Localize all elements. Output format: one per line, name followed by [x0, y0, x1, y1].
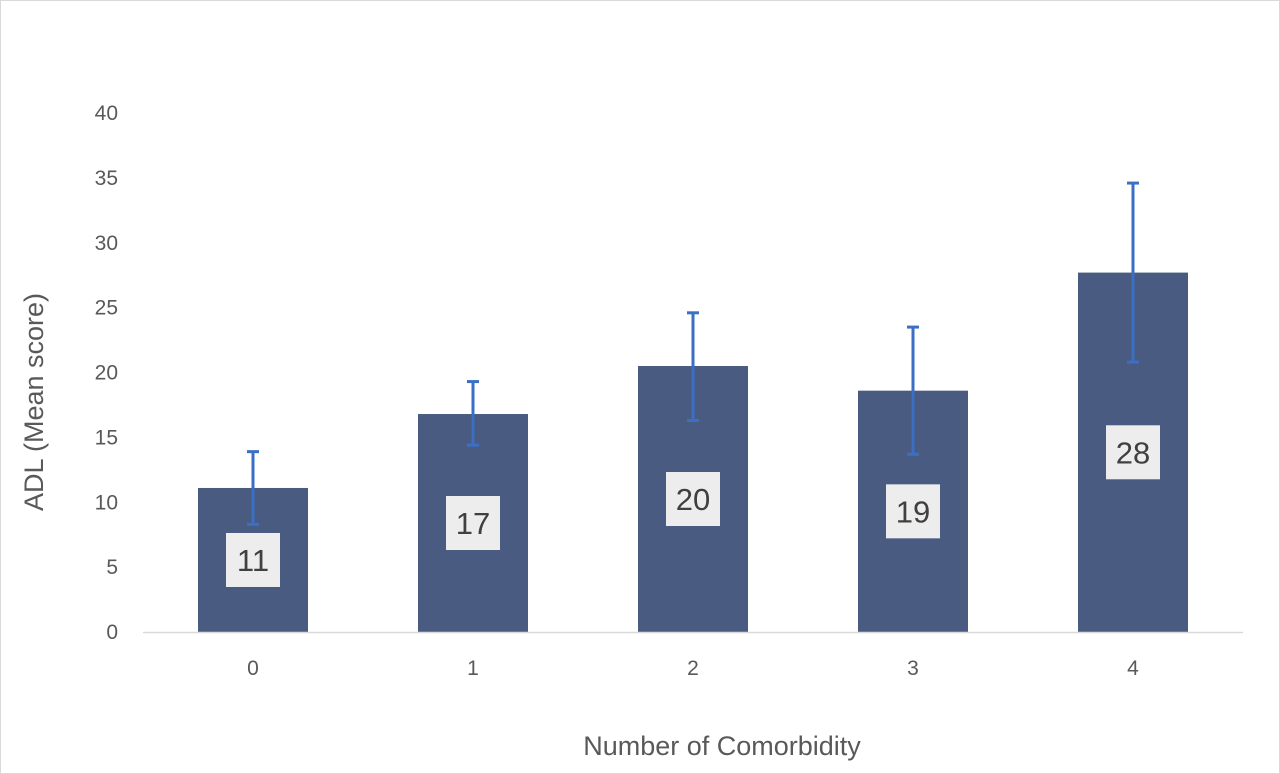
x-tick-label: 4: [1127, 657, 1139, 680]
x-axis-title: Number of Comorbidity: [583, 731, 861, 761]
x-tick-label: 3: [907, 657, 919, 680]
data-label-value: 19: [896, 494, 930, 529]
data-label-box: [446, 496, 500, 551]
error-bar: [1127, 181, 1139, 364]
y-tick-label: 40: [95, 102, 118, 125]
y-tick-label: 30: [95, 232, 118, 255]
x-axis-ticks: 0 1 2 3 4: [247, 657, 1139, 680]
y-tick-label: 0: [106, 621, 118, 644]
error-bar: [907, 325, 919, 456]
x-tick-label: 0: [247, 657, 259, 680]
data-label-box: [886, 484, 940, 539]
y-tick-label: 10: [95, 491, 118, 514]
data-label: 19: [886, 484, 940, 539]
y-tick-label: 5: [106, 556, 118, 579]
error-bar: [467, 380, 479, 447]
data-label-value: 28: [1116, 435, 1150, 470]
y-tick-label: 25: [95, 297, 118, 320]
data-labels: 11 17 20 19 28: [226, 425, 1160, 587]
data-label-value: 20: [676, 482, 710, 517]
y-tick-label: 15: [95, 426, 118, 449]
error-bar: [247, 450, 259, 526]
y-tick-label: 20: [95, 362, 118, 385]
y-tick-label: 35: [95, 167, 118, 190]
y-axis-ticks: 0 5 10 15 20 25 30 35 40: [95, 102, 118, 644]
data-label-value: 11: [237, 543, 269, 578]
error-bar: [687, 311, 699, 423]
error-bar-series: [247, 181, 1139, 526]
y-axis-title: ADL (Mean score): [19, 293, 49, 511]
x-tick-label: 2: [687, 657, 699, 680]
data-label-box: [226, 532, 280, 587]
data-label-value: 17: [456, 506, 490, 541]
data-label: 20: [666, 472, 720, 527]
data-label: 17: [446, 496, 500, 551]
x-tick-label: 1: [467, 657, 479, 680]
data-label-box: [1106, 425, 1160, 480]
data-label: 28: [1106, 425, 1160, 480]
data-label: 11: [226, 532, 280, 587]
data-label-box: [666, 472, 720, 527]
